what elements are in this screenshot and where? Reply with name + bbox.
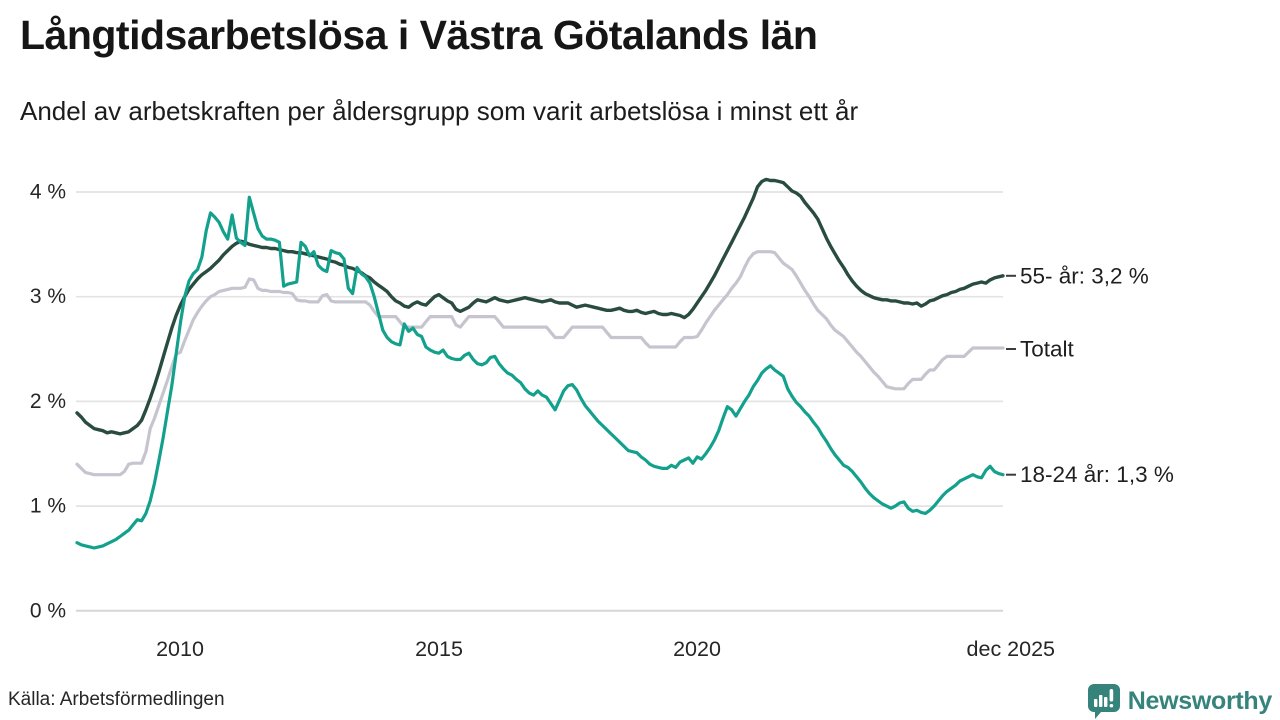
- page-subtitle: Andel av arbetskraften per åldersgrupp s…: [20, 96, 859, 126]
- x-tick-label: 2015: [415, 637, 463, 661]
- newsworthy-wordmark: Newsworthy: [1127, 686, 1273, 715]
- speech-bubble-bar-chart-icon: [1087, 684, 1120, 719]
- series-end-label: Totalt: [1020, 337, 1075, 362]
- newsworthy-logo[interactable]: Newsworthy: [1087, 683, 1272, 719]
- source-note: Källa: Arbetsförmedlingen: [8, 689, 225, 710]
- series-line-55--ar: [75, 177, 1005, 436]
- series-end-label: 18-24 år: 1,3 %: [1020, 462, 1174, 487]
- y-tick-label: 1 %: [30, 495, 66, 518]
- x-tick-label: 2010: [156, 637, 204, 661]
- series-line-18-24-ar: [75, 195, 1005, 550]
- x-tick-label: dec 2025: [967, 637, 1056, 661]
- y-tick-label: 0 %: [30, 599, 66, 622]
- x-tick-label: 2020: [673, 637, 721, 661]
- page-title: Långtidsarbetslösa i Västra Götalands lä…: [20, 12, 818, 58]
- y-tick-label: 2 %: [30, 390, 66, 413]
- series-line-Totalt: [75, 250, 1005, 477]
- y-tick-label: 3 %: [30, 285, 66, 308]
- series-end-label: 55- år: 3,2 %: [1020, 263, 1149, 288]
- y-tick-label: 4 %: [30, 181, 66, 204]
